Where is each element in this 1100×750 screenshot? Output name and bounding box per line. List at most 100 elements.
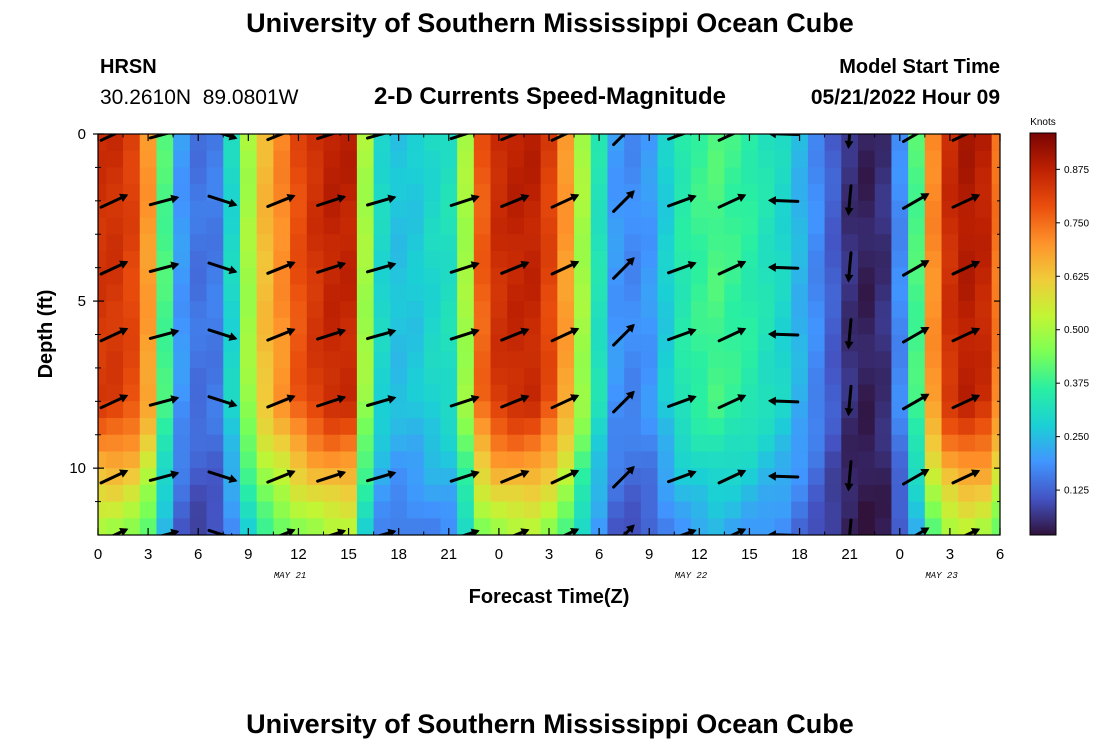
heatmap-cell xyxy=(156,150,174,169)
heatmap-cell xyxy=(173,200,191,219)
heatmap-cell xyxy=(457,217,475,235)
heatmap-cell xyxy=(306,434,325,453)
heatmap-cell xyxy=(974,234,993,252)
heatmap-cell xyxy=(356,367,375,386)
heatmap-cell xyxy=(306,184,325,202)
heatmap-cell xyxy=(273,367,291,386)
heatmap-cell xyxy=(173,234,191,252)
heatmap-cell xyxy=(624,301,642,319)
heatmap-cell xyxy=(123,150,141,169)
heatmap-cell xyxy=(657,301,675,319)
plot-axes: 0 3 6 9 12 15 18 21 0 3 6 9 12 15 18 21 0 3 6 MAY 21 MAY 22 M… xyxy=(69,126,1004,581)
heatmap-cell xyxy=(941,384,959,402)
heatmap-cell xyxy=(958,267,976,285)
heatmap-cell xyxy=(624,484,642,503)
heatmap-cell xyxy=(139,150,158,169)
heatmap-cell xyxy=(807,501,826,519)
heatmap-cell xyxy=(557,267,575,285)
heatmap-cell xyxy=(223,150,241,169)
heatmap-cell xyxy=(139,301,158,319)
heatmap-cell xyxy=(156,284,174,302)
heatmap-cell xyxy=(373,301,391,319)
heatmap-cell xyxy=(707,167,725,185)
heatmap-cell xyxy=(457,518,475,535)
heatmap-cell xyxy=(958,334,976,352)
heatmap-cell xyxy=(707,401,725,419)
heatmap-cell xyxy=(540,200,558,219)
heatmap-cell xyxy=(373,451,391,469)
heatmap-cell xyxy=(373,234,391,252)
heatmap-cell xyxy=(774,351,792,369)
heatmap-cell xyxy=(206,434,224,453)
x-tick-label: 12 xyxy=(691,546,708,563)
colorbar-tick-label: 0.875 xyxy=(1064,165,1089,176)
heatmap-cell xyxy=(407,167,425,185)
heatmap-cell xyxy=(924,134,943,152)
heatmap-cell xyxy=(724,134,742,152)
heatmap-cell xyxy=(924,284,943,302)
heatmap-cell xyxy=(239,184,258,202)
heatmap-cell xyxy=(423,167,442,185)
heatmap-cell xyxy=(290,284,308,302)
heatmap-cell xyxy=(98,301,107,319)
heatmap-cell xyxy=(407,484,425,503)
heatmap-cell xyxy=(256,317,274,336)
heatmap-cell xyxy=(540,301,558,319)
heatmap-cell xyxy=(991,401,1000,419)
heatmap-cell xyxy=(974,351,993,369)
heatmap-cell xyxy=(473,334,492,352)
heatmap-cell xyxy=(323,234,341,252)
heatmap-cell xyxy=(139,351,158,369)
heatmap-cell xyxy=(507,351,525,369)
heatmap-cell xyxy=(874,250,893,269)
heatmap-cell xyxy=(490,367,508,386)
heatmap-cell xyxy=(590,451,609,469)
heatmap-cell xyxy=(908,234,926,252)
heatmap-cell xyxy=(423,418,442,436)
heatmap-cell xyxy=(189,200,208,219)
heatmap-cell xyxy=(139,234,158,252)
current-vector xyxy=(500,194,530,208)
heatmap-cell xyxy=(607,250,625,269)
heatmap-cell xyxy=(891,351,909,369)
heatmap-cell xyxy=(239,334,258,352)
heatmap-cell xyxy=(891,167,909,185)
heatmap-cell xyxy=(306,284,325,302)
heatmap-cell xyxy=(440,351,458,369)
heatmap-cell xyxy=(874,451,893,469)
heatmap-cell xyxy=(858,267,876,285)
heatmap-cell xyxy=(373,134,391,152)
heatmap-cell xyxy=(473,484,492,503)
heatmap-cell xyxy=(991,217,1000,235)
heatmap-cell xyxy=(98,200,107,219)
heatmap-cell xyxy=(523,301,542,319)
heatmap-cell xyxy=(373,367,391,386)
heatmap-cell xyxy=(858,250,876,269)
heatmap-cell xyxy=(373,418,391,436)
heatmap-cell xyxy=(457,234,475,252)
heatmap-cell xyxy=(540,267,558,285)
heatmap-cell xyxy=(557,501,575,519)
heatmap-cell xyxy=(657,167,675,185)
heatmap-cell xyxy=(407,518,425,535)
heatmap-cell xyxy=(891,367,909,386)
current-vector xyxy=(218,134,238,141)
heatmap-cell xyxy=(791,468,809,486)
heatmap-cell xyxy=(407,401,425,419)
heatmap-cell xyxy=(607,434,625,453)
heatmap-cell xyxy=(690,267,709,285)
heatmap-cell xyxy=(891,518,909,535)
heatmap-cell xyxy=(373,150,391,169)
heatmap-cell xyxy=(590,384,609,402)
heatmap-cell xyxy=(256,234,274,252)
heatmap-cell xyxy=(523,167,542,185)
heatmap-cell xyxy=(423,317,442,336)
heatmap-cell xyxy=(473,284,492,302)
heatmap-cell xyxy=(223,418,241,436)
heatmap-cell xyxy=(189,184,208,202)
heatmap-cell xyxy=(858,284,876,302)
heatmap-cell xyxy=(256,367,274,386)
heatmap-cell xyxy=(323,267,341,285)
heatmap-cell xyxy=(674,367,692,386)
current-vector xyxy=(326,528,347,535)
